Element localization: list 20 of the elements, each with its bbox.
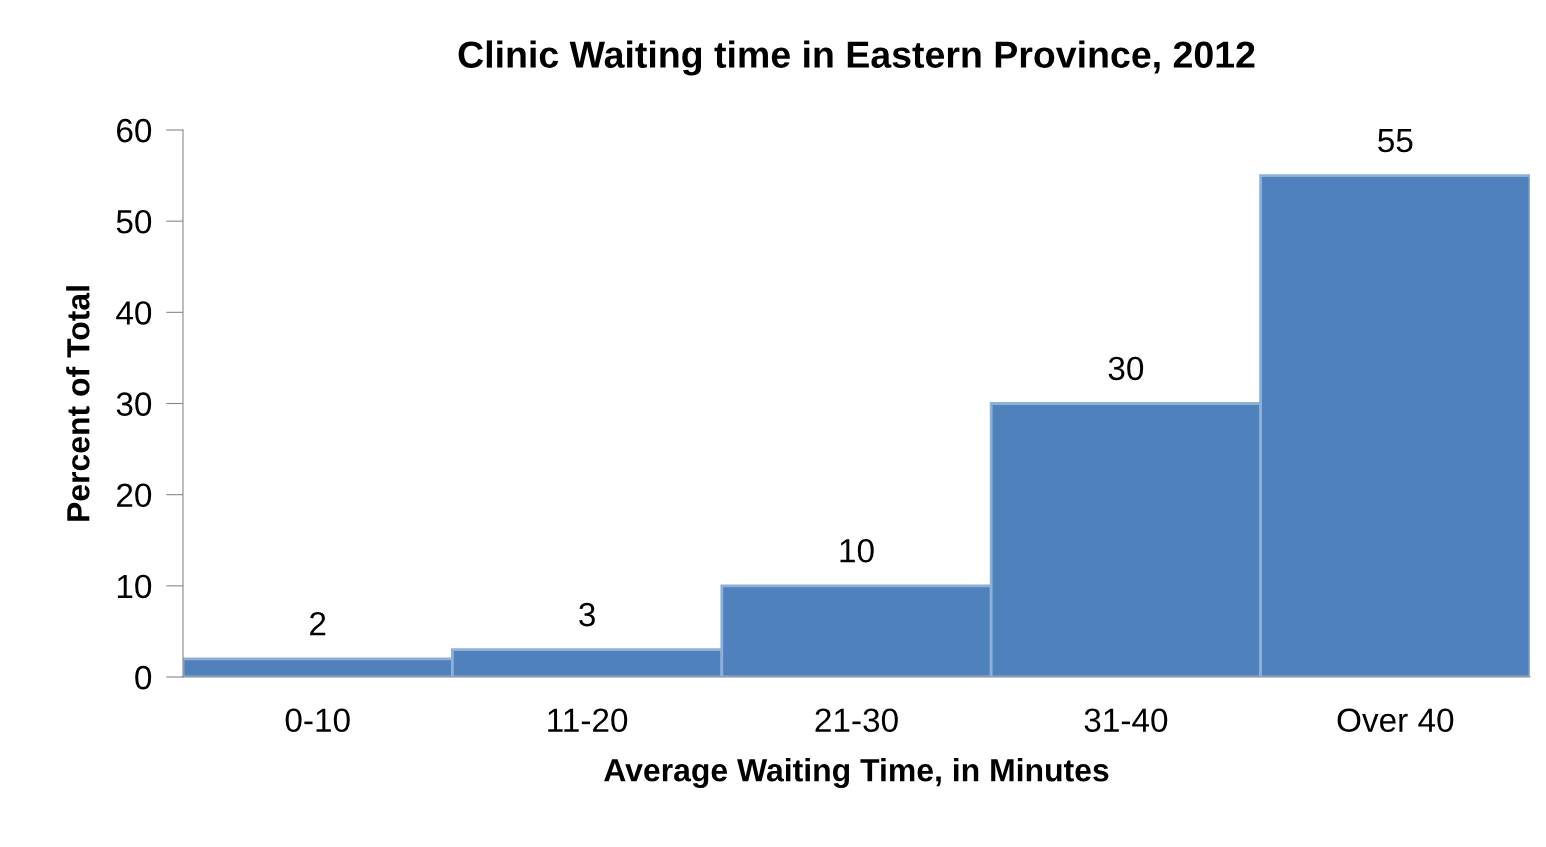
data-label: 55 (1378, 129, 1413, 153)
y-axis-title: Percent of Total (66, 286, 90, 521)
x-tick-label: 21-30 (815, 708, 898, 733)
data-label: 2 (310, 611, 326, 636)
x-tick-label: Over 40 (1337, 708, 1454, 733)
y-tick-label: 50 (116, 209, 152, 234)
y-tick-label: 60 (117, 118, 152, 143)
x-tick-label: 11-20 (548, 708, 628, 733)
y-tick-label: 40 (116, 301, 152, 325)
data-label: 30 (1108, 356, 1144, 381)
data-label: 10 (840, 538, 874, 563)
chart-title: Clinic Waiting time in Eastern Province, 2012 (458, 40, 1255, 76)
y-tick-label: 30 (116, 392, 152, 416)
y-tick-label: 0 (135, 665, 152, 690)
x-tick-label: 0-10 (285, 708, 350, 733)
x-tick-label: 31-40 (1084, 708, 1168, 733)
y-tick-label: 10 (117, 574, 152, 599)
y-tick-label: 20 (117, 483, 152, 508)
data-label: 3 (579, 602, 595, 627)
x-axis-title: Average Waiting Time, in Minutes (604, 758, 1109, 788)
